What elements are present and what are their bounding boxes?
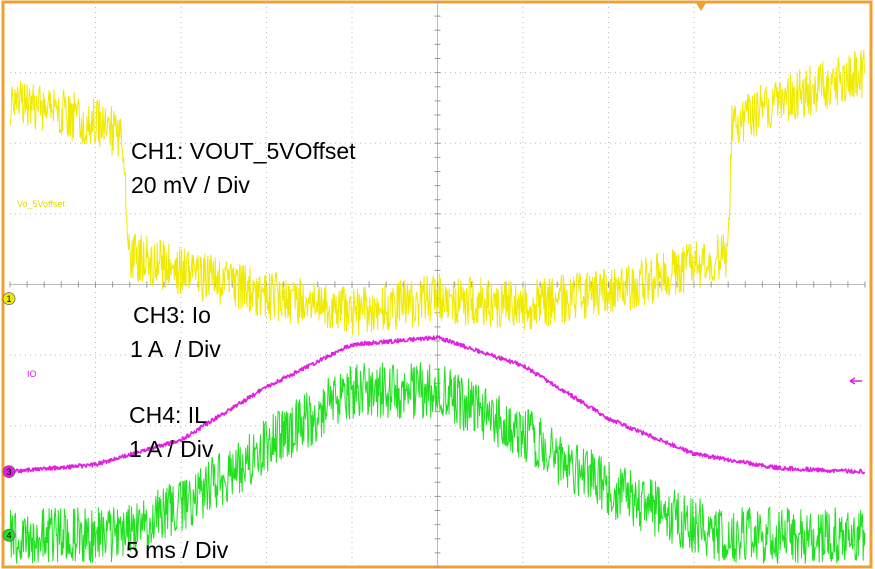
ch1-name-annotation: CH1: VOUT_5VOffset bbox=[131, 138, 356, 164]
channel-marker-1: 1 bbox=[2, 292, 16, 306]
ch4-name-annotation: CH4: IL bbox=[129, 402, 207, 428]
ch4-trace-label: IL bbox=[22, 525, 30, 535]
ch3-name-annotation: CH3: Io bbox=[133, 302, 211, 328]
grid bbox=[9, 1, 866, 568]
trigger-level-arrow bbox=[849, 377, 862, 385]
traces bbox=[9, 49, 866, 564]
ch4-scale-annotation: 1 A / Div bbox=[129, 436, 214, 462]
channel-marker-4: 4 bbox=[2, 528, 16, 542]
trace-Vo_5Voffset bbox=[9, 49, 866, 336]
channel-markers: 1 3 4 bbox=[2, 292, 862, 542]
time-scale-annotation: 5 ms / Div bbox=[126, 537, 229, 563]
ch3-scale-annotation: 1 A / Div bbox=[130, 336, 221, 362]
ch3-trace-label: IO bbox=[27, 369, 37, 379]
ch1-trace-label: Vo_5Voffset bbox=[17, 199, 65, 209]
channel-number: 1 bbox=[6, 294, 11, 304]
channel-marker-3: 3 bbox=[2, 465, 16, 479]
channel-number: 3 bbox=[6, 467, 11, 477]
trace-IO bbox=[9, 335, 866, 475]
trigger-position-marker bbox=[696, 3, 706, 11]
channel-number: 4 bbox=[6, 531, 11, 541]
trace-IL bbox=[9, 361, 866, 564]
ch1-scale-annotation: 20 mV / Div bbox=[131, 172, 250, 198]
